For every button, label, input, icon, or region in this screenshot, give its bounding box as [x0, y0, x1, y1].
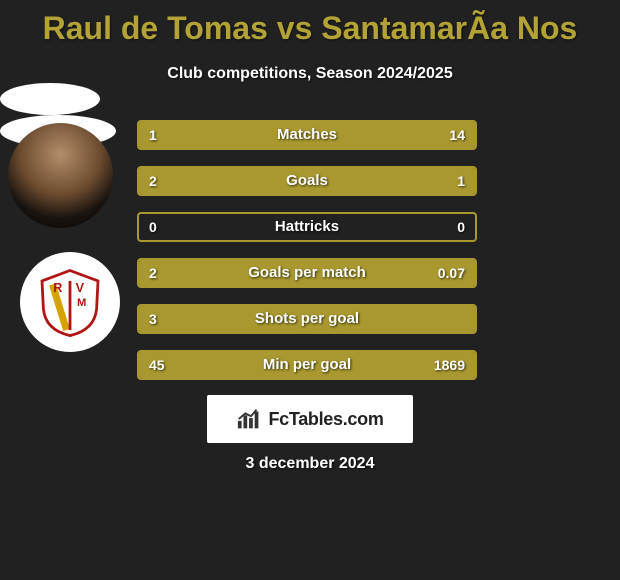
stat-bar-mid: [139, 214, 475, 240]
stat-row-min-per-goal: 45 Min per goal 1869: [137, 350, 477, 380]
stat-bar-left: [139, 352, 152, 378]
logo-text: FcTables.com: [268, 409, 383, 430]
bar-chart-icon: [236, 407, 264, 431]
player1-club-badge: R V M: [20, 252, 120, 352]
stat-bar-left: [139, 260, 404, 286]
stat-bar-right: [364, 168, 475, 194]
stat-row-goals-per-match: 2 Goals per match 0.07: [137, 258, 477, 288]
svg-text:V: V: [76, 281, 85, 295]
page-title: Raul de Tomas vs SantamarÃa Nos: [0, 0, 620, 47]
player1-avatar: [8, 123, 113, 228]
stat-row-matches: 1 Matches 14: [137, 120, 477, 150]
player2-avatar: [0, 83, 100, 115]
stat-row-shots-per-goal: 3 Shots per goal: [137, 304, 477, 334]
rayo-vallecano-badge-icon: R V M: [35, 267, 105, 337]
svg-text:R: R: [53, 281, 62, 295]
stat-bar-right: [404, 260, 475, 286]
stat-bar-left: [139, 306, 475, 332]
stat-bar-right: [163, 122, 475, 148]
fctables-logo[interactable]: FcTables.com: [207, 395, 413, 443]
stat-row-goals: 2 Goals 1: [137, 166, 477, 196]
date-caption: 3 december 2024: [0, 455, 620, 473]
stat-bar-left: [139, 122, 163, 148]
subtitle: Club competitions, Season 2024/2025: [0, 65, 620, 83]
stats-comparison: 1 Matches 14 2 Goals 1 0 Hattricks 0 2 G…: [137, 120, 477, 396]
stat-row-hattricks: 0 Hattricks 0: [137, 212, 477, 242]
stat-bar-right: [152, 352, 475, 378]
svg-text:M: M: [77, 297, 86, 309]
stat-bar-left: [139, 168, 364, 194]
